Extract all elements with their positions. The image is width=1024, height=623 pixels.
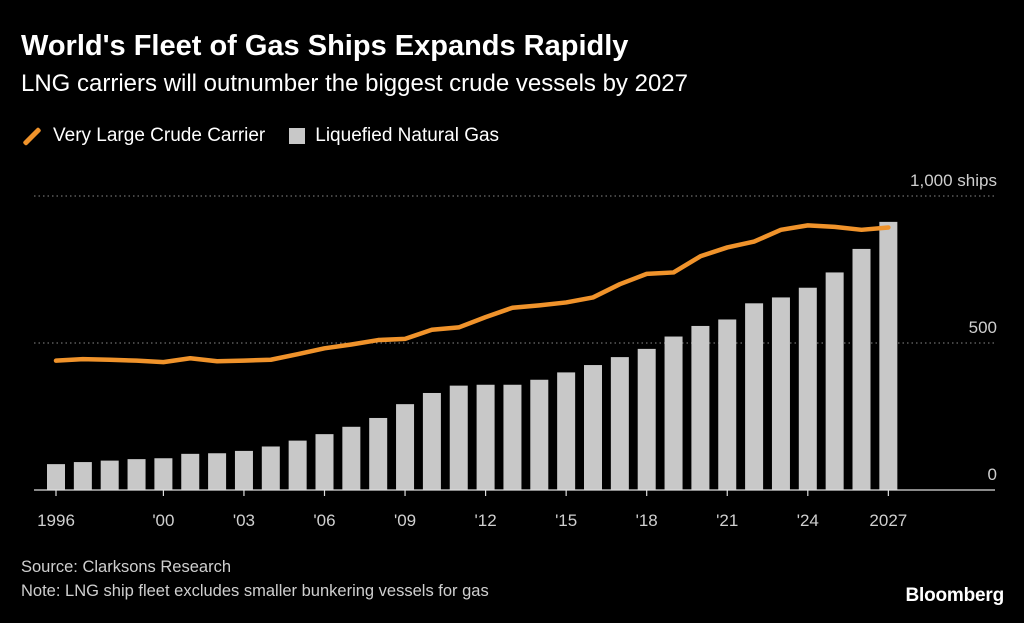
bar-lng (771, 297, 790, 490)
x-tick-label: '00 (152, 511, 174, 530)
bar-lng (557, 372, 576, 490)
source-note: Source: Clarksons Research (21, 558, 232, 576)
bar-lng (208, 453, 227, 490)
x-tick-label: '15 (555, 511, 577, 530)
bar-lng (745, 303, 764, 490)
bar-lng (718, 319, 737, 490)
x-tick-label: '09 (394, 511, 416, 530)
y-tick-label: 0 (988, 465, 997, 484)
bar-lng (637, 348, 656, 490)
line-vlcc (53, 223, 891, 365)
legend-label-vlcc: Very Large Crude Carrier (53, 125, 266, 146)
footnote: Note: LNG ship fleet excludes smaller bu… (21, 582, 489, 600)
legend-item-lng: Liquefied Natural Gas (289, 125, 499, 147)
bar-lng (100, 460, 119, 490)
legend-bar-swatch (289, 128, 306, 144)
legend: Very Large Crude Carrier Liquefied Natur… (21, 123, 523, 149)
bar-lng (691, 325, 710, 490)
bar-lng (825, 272, 844, 490)
bar-lng (610, 357, 629, 490)
bar-lng (852, 248, 871, 490)
y-tick-label: 1,000 ships (910, 171, 997, 190)
bar-lng (879, 221, 898, 490)
bar-lng (342, 426, 361, 490)
bar-lng (288, 440, 307, 490)
x-tick-label: '21 (716, 511, 738, 530)
x-tick-label: '03 (233, 511, 255, 530)
y-tick-label: 500 (969, 318, 997, 337)
chart-subtitle: LNG carriers will outnumber the biggest … (21, 70, 688, 97)
bar-lng (181, 453, 200, 490)
bar-lng (396, 404, 415, 490)
bar-lng (234, 450, 253, 490)
bar-lng (798, 287, 817, 490)
legend-label-lng: Liquefied Natural Gas (315, 125, 500, 146)
bar-lng (503, 384, 522, 490)
x-tick-label: '24 (797, 511, 819, 530)
bar-lng (584, 365, 602, 490)
bloomberg-logo: Bloomberg (905, 585, 1005, 606)
bar-lng (369, 417, 388, 490)
chart-title: World's Fleet of Gas Ships Expands Rapid… (21, 30, 629, 62)
bar-lng (530, 379, 549, 490)
legend-item-vlcc: Very Large Crude Carrier (21, 125, 265, 147)
bar-lng (449, 385, 468, 490)
bar-lng (476, 384, 495, 490)
x-tick-label: '18 (636, 511, 658, 530)
bar-lng (261, 446, 280, 490)
bar-lng (47, 464, 65, 490)
bar-lng (154, 458, 173, 490)
bar-lng (127, 459, 146, 490)
x-tick-label: 1996 (37, 511, 75, 530)
x-tick-label: 2027 (869, 511, 907, 530)
bar-lng (73, 462, 92, 490)
bar-lng (315, 434, 334, 490)
x-tick-label: '12 (475, 511, 497, 530)
bar-lng (664, 336, 683, 490)
bar-lng (422, 392, 441, 490)
x-tick-label: '06 (313, 511, 335, 530)
